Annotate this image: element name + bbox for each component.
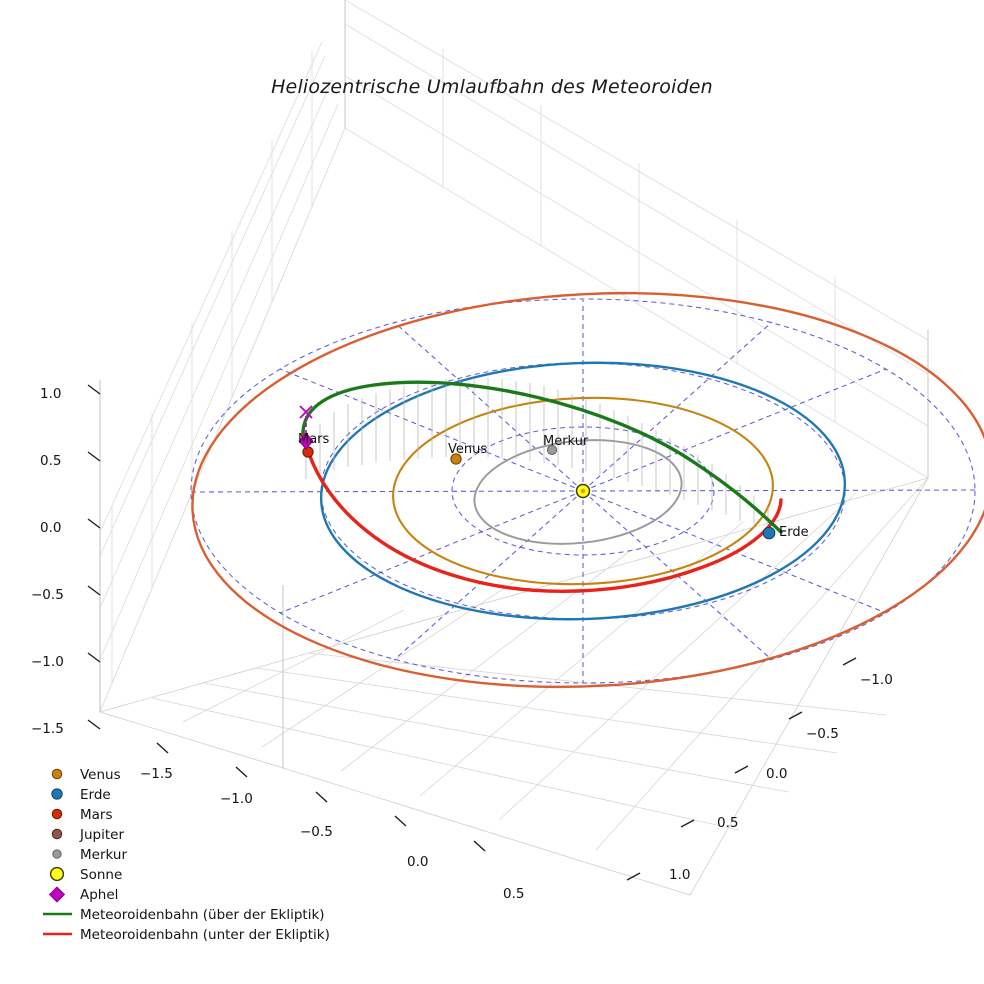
legend-marker-jupiter [51, 828, 63, 840]
x-tick-label-4: 0.5 [503, 886, 525, 902]
x-axis-ticks [156, 742, 486, 852]
legend-marker-aphel [48, 886, 66, 903]
z-axis-ticks [87, 384, 101, 730]
planet-marker-merkur [546, 444, 558, 456]
annotation-label-mars: Mars [298, 432, 330, 447]
y-tick-label-4: 1.0 [669, 867, 691, 883]
legend-marker-merkur [52, 849, 62, 859]
planet-marker-erde [762, 526, 776, 540]
annotation-label-merkur: Merkur [543, 434, 589, 449]
annotation-label-venus: Venus [448, 442, 488, 457]
sun-marker [575, 483, 591, 499]
y-axis-ticks [626, 657, 857, 881]
meteoroid-drop-stems [305, 378, 769, 533]
y-tick-label-0: −1.0 [860, 672, 893, 688]
legend-label-aphel: Aphel [80, 887, 119, 903]
orbit-erde [319, 361, 847, 621]
legend-label-jupiter: Jupiter [80, 827, 125, 843]
z-tick-label-5: −1.5 [31, 721, 64, 737]
annotation-label-erde: Erde [779, 525, 809, 540]
legend-label-mars: Mars [80, 807, 113, 823]
x-tick-label-1: −1.0 [220, 791, 253, 807]
y-tick-label-2: 0.0 [766, 766, 788, 782]
y-tick-label-1: −0.5 [806, 726, 839, 742]
planet-marker-venus [450, 453, 462, 465]
legend-label-sonne: Sonne [80, 867, 123, 883]
x-tick-label-0: −1.5 [140, 766, 173, 782]
legend-marker-sonne [49, 866, 65, 882]
legend-label-merkur: Merkur [80, 847, 128, 863]
x-tick-label-3: 0.0 [407, 854, 429, 870]
legend-marker-erde [51, 788, 63, 800]
pane-grid-back-right [344, 0, 929, 479]
z-tick-label-1: 0.5 [40, 453, 62, 469]
legend-marker-mars [51, 808, 63, 820]
legend-marker-venus [51, 768, 63, 780]
legend-label-meteoroid-below: Meteoroidenbahn (unter der Ekliptik) [80, 927, 330, 943]
meteoroid-orbit-below [301, 430, 783, 593]
legend-label-meteoroid-above: Meteoroidenbahn (über der Ekliptik) [80, 907, 325, 923]
orbit-mars [191, 291, 984, 689]
legend-label-erde: Erde [80, 787, 111, 803]
legend-markers [43, 768, 72, 936]
aphel-cross-icon [299, 405, 313, 419]
aphel-marker [298, 432, 314, 450]
y-tick-label-3: 0.5 [717, 815, 739, 831]
z-tick-label-4: −1.0 [31, 654, 64, 670]
page-title: Heliozentrische Umlaufbahn des Meteoroid… [271, 76, 713, 98]
z-tick-label-2: 0.0 [40, 520, 62, 536]
legend-label-venus: Venus [80, 767, 121, 783]
pane-grid-back-left [99, 0, 346, 713]
z-tick-label-3: −0.5 [31, 587, 64, 603]
orbit-venus [392, 396, 774, 586]
x-tick-label-2: −0.5 [300, 824, 333, 840]
planet-marker-mars [302, 446, 314, 458]
z-tick-label-0: 1.0 [40, 386, 62, 402]
orbit-merkur [473, 439, 683, 545]
meteoroid-orbit-above [301, 380, 783, 534]
